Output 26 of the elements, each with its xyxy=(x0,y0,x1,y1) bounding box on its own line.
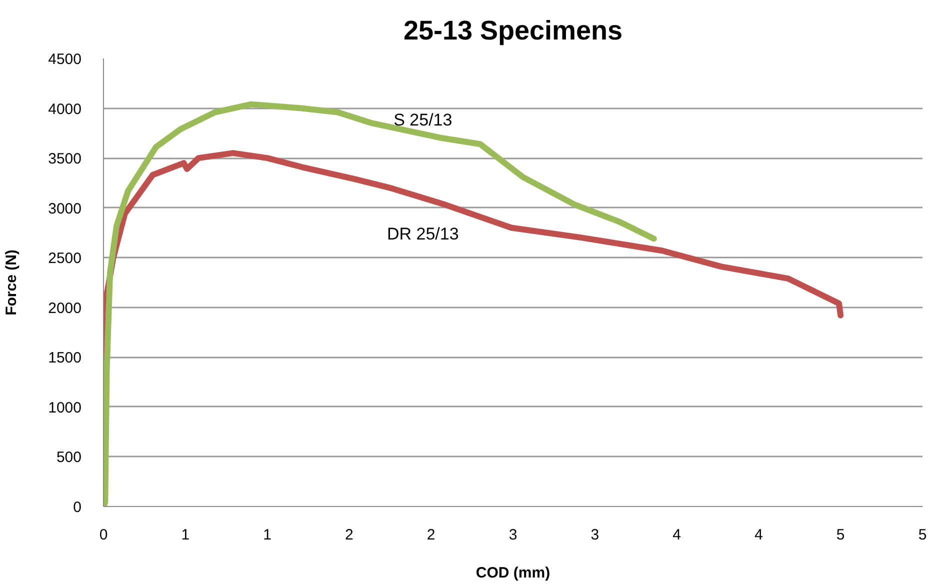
x-tick-label: 0 xyxy=(99,526,108,544)
chart-title: 25-13 Specimens xyxy=(403,16,623,46)
x-tick-label: 5 xyxy=(918,526,927,544)
y-tick-label: 2000 xyxy=(48,300,82,317)
x-tick-label: 1 xyxy=(181,526,190,544)
y-tick-label: 500 xyxy=(56,449,82,466)
y-tick-label: 3000 xyxy=(48,200,82,218)
y-axis-title: Force (N) xyxy=(3,250,20,316)
y-tick-label: 2500 xyxy=(48,250,82,268)
y-tick-label: 1000 xyxy=(48,399,82,416)
x-tick-label: 2 xyxy=(345,526,354,544)
x-tick-label: 4 xyxy=(754,526,763,544)
y-tick-label: 0 xyxy=(73,499,82,516)
x-axis-title: COD (mm) xyxy=(476,564,550,582)
y-tick-label: 4000 xyxy=(48,100,82,118)
x-tick-label: 2 xyxy=(426,526,436,544)
series-label: DR 25/13 xyxy=(387,224,459,244)
series-label: S 25/13 xyxy=(394,110,452,130)
y-tick-label: 3500 xyxy=(48,150,82,168)
x-tick-label: 5 xyxy=(836,526,845,544)
y-tick-label: 4500 xyxy=(48,51,82,68)
x-tick-label: 1 xyxy=(263,526,272,544)
x-tick-label: 3 xyxy=(508,526,518,544)
y-tick-label: 1500 xyxy=(48,350,82,367)
x-tick-label: 4 xyxy=(672,526,681,544)
x-tick-label: 3 xyxy=(590,526,600,544)
